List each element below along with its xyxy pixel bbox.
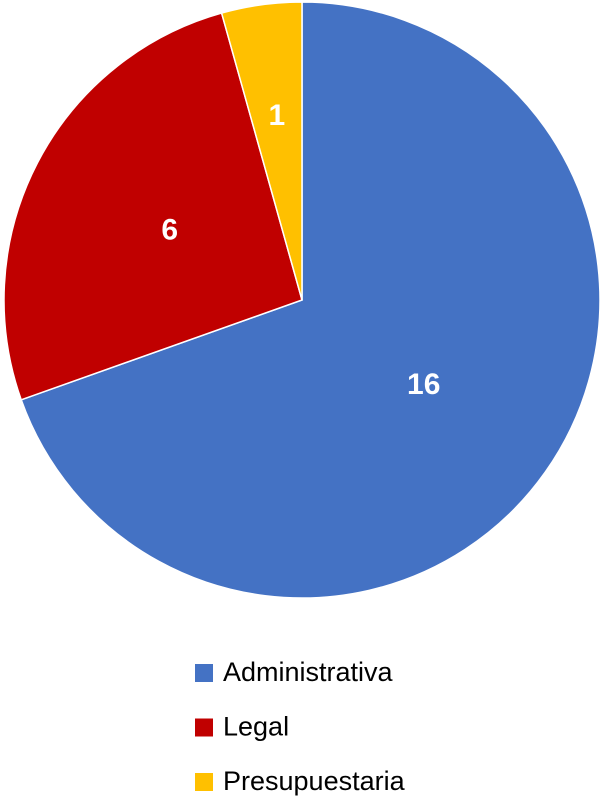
legend-label: Administrativa — [223, 657, 394, 687]
legend-swatch — [195, 664, 213, 682]
legend-label: Legal — [223, 712, 289, 742]
data-label: 1 — [268, 99, 285, 132]
data-label: 16 — [407, 368, 440, 401]
legend-swatch — [195, 718, 213, 737]
legend-label: Presupuestaria — [223, 766, 406, 796]
legend-swatch — [195, 773, 213, 791]
data-label: 6 — [161, 213, 178, 246]
pie-slice — [3, 12, 303, 401]
pie-slice — [20, 1, 601, 599]
pie-slice — [220, 1, 303, 301]
